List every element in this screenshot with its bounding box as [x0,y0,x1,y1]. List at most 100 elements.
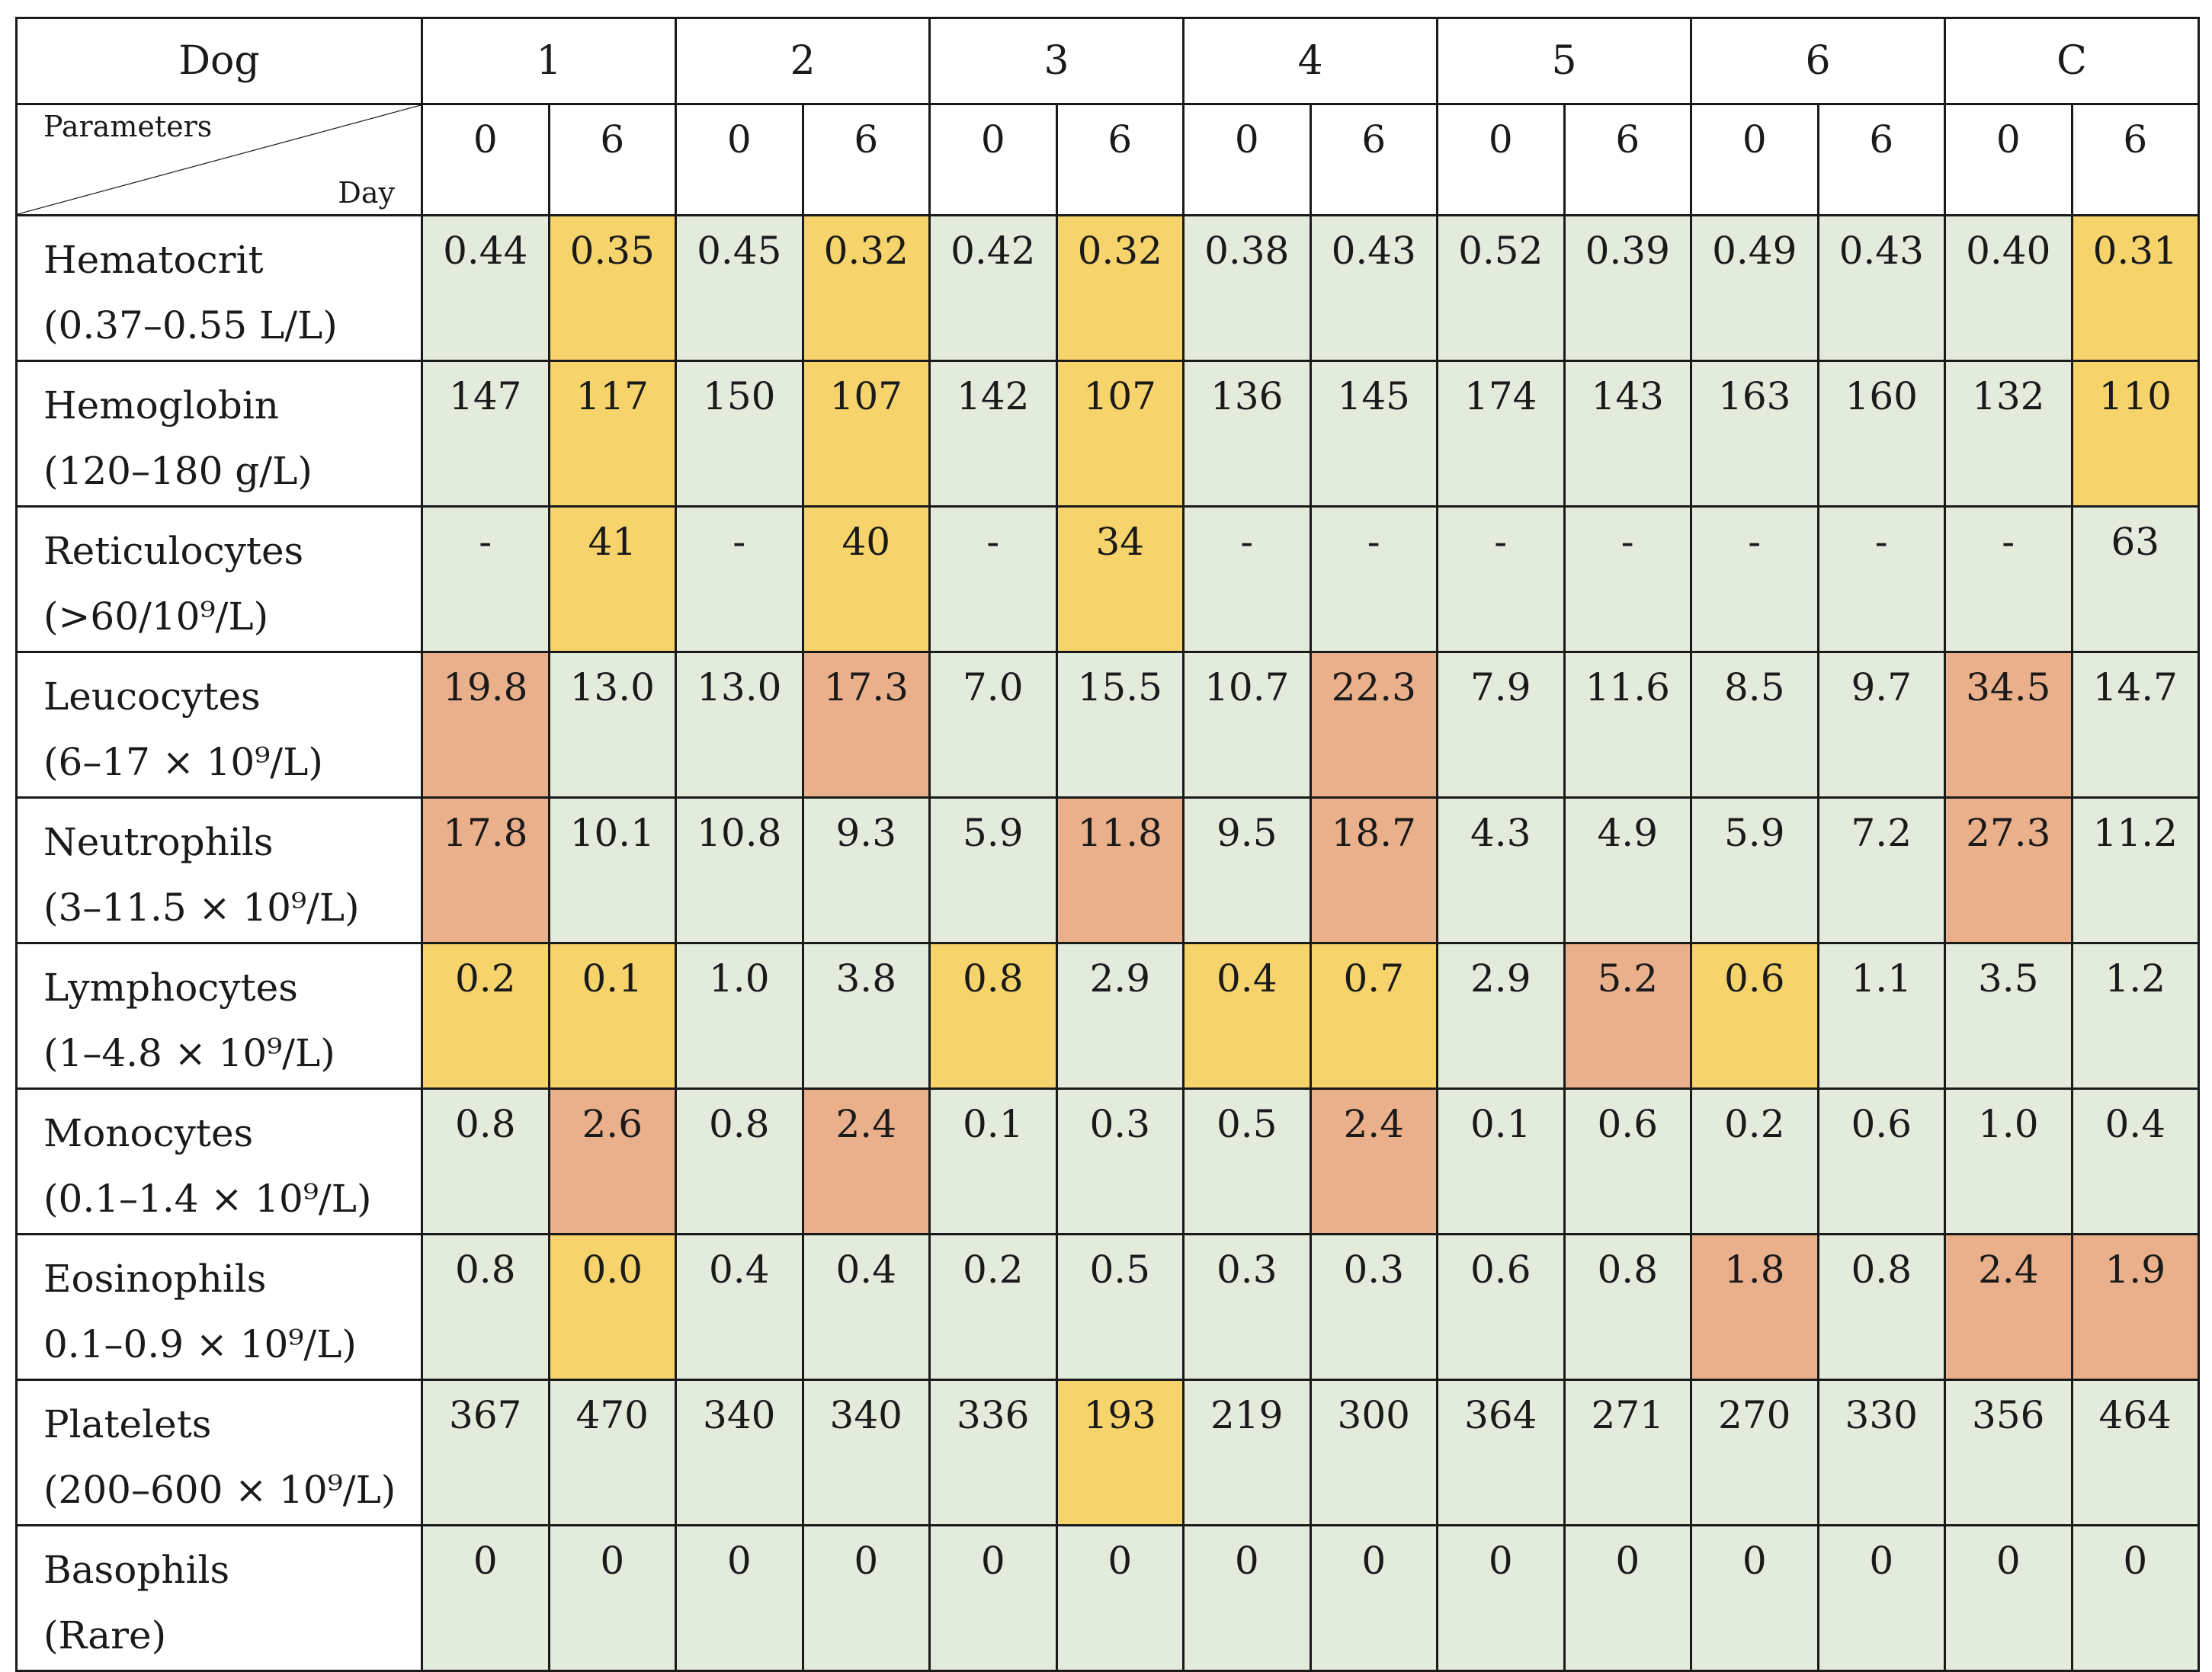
parameter-range: (200–600 × 10⁹/L) [43,1468,396,1512]
parameter-name: Eosinophils [43,1257,267,1301]
value-cell: 0.7 [1309,942,1438,1090]
parameter-range: (1–4.8 × 10⁹/L) [43,1031,335,1075]
value-cell: 0.6 [1563,1087,1692,1235]
parameter-cell: Lymphocytes (1–4.8 × 10⁹/L) [15,942,423,1090]
day-label: Day [338,176,395,210]
value-cell: 7.0 [928,651,1058,799]
parameter-range: (120–180 g/L) [43,449,313,493]
day-col-header: 6 [1563,103,1692,216]
parameters-label: Parameters [43,110,213,143]
value-cell: - [1309,505,1438,653]
table-row: Basophils (Rare) 0 0 0 0 0 0 0 0 0 0 0 0 0 0 [15,1524,2200,1672]
value-cell: 2.4 [1944,1233,2073,1381]
value-cell: 1.1 [1816,942,1946,1090]
value-cell: 41 [547,505,677,653]
value-cell: 10.8 [675,796,804,944]
value-cell: 1.9 [2070,1233,2200,1381]
value-cell: 1.2 [2070,942,2200,1090]
value-cell: 63 [2070,505,2200,653]
value-cell: 142 [928,360,1058,508]
table-row: Lymphocytes (1–4.8 × 10⁹/L) 0.2 0.1 1.0 3.8 0.… [15,942,2200,1090]
value-cell: 15.5 [1055,651,1185,799]
value-cell: 336 [928,1379,1058,1526]
value-cell: - [1182,505,1312,653]
value-cell: 300 [1309,1379,1438,1526]
value-cell: 0 [1055,1524,1185,1672]
value-cell: 0.49 [1690,214,1819,362]
value-cell: 0.44 [421,214,550,362]
value-cell: 18.7 [1309,796,1438,944]
value-cell: 11.8 [1055,796,1185,944]
parameter-cell: Neutrophils (3–11.5 × 10⁹/L) [15,796,423,944]
value-cell: 271 [1563,1379,1692,1526]
value-cell: 0.43 [1309,214,1438,362]
value-cell: 2.4 [1309,1087,1438,1235]
value-cell: 17.3 [801,651,931,799]
parameter-cell: Hematocrit (0.37–0.55 L/L) [15,214,423,362]
value-cell: 3.8 [801,942,931,1090]
parameter-range: 0.1–0.9 × 10⁹/L) [43,1322,357,1366]
value-cell: 147 [421,360,550,508]
value-cell: 13.0 [547,651,677,799]
parameter-range: (0.37–0.55 L/L) [43,303,338,348]
value-cell: - [421,505,550,653]
parameter-cell: Hemoglobin (120–180 g/L) [15,360,423,508]
value-cell: 364 [1436,1379,1566,1526]
value-cell: 0.2 [421,942,550,1090]
day-col-header: 0 [421,103,550,216]
value-cell: 0.52 [1436,214,1566,362]
value-cell: 0.6 [1436,1233,1566,1381]
parameter-cell: Leucocytes (6–17 × 10⁹/L) [15,651,423,799]
value-cell: 143 [1563,360,1692,508]
value-cell: 0.4 [1182,942,1312,1090]
value-cell: 0 [675,1524,804,1672]
value-cell: 0.1 [547,942,677,1090]
parameter-range: (Rare) [43,1613,167,1658]
value-cell: 150 [675,360,804,508]
value-cell: 0.39 [1563,214,1692,362]
parameter-name: Lymphocytes [43,966,298,1010]
value-cell: 0.3 [1182,1233,1312,1381]
value-cell: 340 [801,1379,931,1526]
value-cell: 0.3 [1055,1087,1185,1235]
value-cell: 0.2 [1690,1087,1819,1235]
dog-col-header: 2 [675,17,931,105]
value-cell: - [675,505,804,653]
value-cell: 13.0 [675,651,804,799]
day-col-header: 0 [1944,103,2073,216]
value-cell: 8.5 [1690,651,1819,799]
day-col-header: 6 [1816,103,1946,216]
day-col-header: 6 [2070,103,2200,216]
parameter-cell: Reticulocytes (>60/10⁹/L) [15,505,423,653]
value-cell: 174 [1436,360,1566,508]
value-cell: 0.4 [801,1233,931,1381]
parameters-day-header: Parameters Day [15,103,423,216]
value-cell: 464 [2070,1379,2200,1526]
value-cell: 0 [1944,1524,2073,1672]
day-col-header: 0 [1436,103,1566,216]
value-cell: 27.3 [1944,796,2073,944]
value-cell: 19.8 [421,651,550,799]
dog-header: Dog [15,17,423,105]
value-cell: 0.3 [1309,1233,1438,1381]
value-cell: 0 [421,1524,550,1672]
dog-col-header: 5 [1436,17,1692,105]
value-cell: 0.8 [675,1087,804,1235]
value-cell: 10.7 [1182,651,1312,799]
value-cell: 0.45 [675,214,804,362]
value-cell: 0.31 [2070,214,2200,362]
parameter-name: Reticulocytes [43,529,304,573]
value-cell: 0.42 [928,214,1058,362]
day-col-header: 6 [547,103,677,216]
parameter-name: Platelets [43,1402,212,1446]
value-cell: - [1563,505,1692,653]
value-cell: 0 [801,1524,931,1672]
value-cell: 0 [1816,1524,1946,1672]
parameter-cell: Monocytes (0.1–1.4 × 10⁹/L) [15,1087,423,1235]
table-row: Hematocrit (0.37–0.55 L/L) 0.44 0.35 0.45 0.3… [15,214,2200,362]
parameter-range: (0.1–1.4 × 10⁹/L) [43,1177,372,1221]
day-col-header: 6 [1055,103,1185,216]
